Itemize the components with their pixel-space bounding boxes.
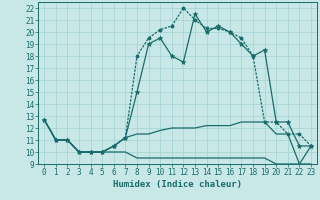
X-axis label: Humidex (Indice chaleur): Humidex (Indice chaleur) [113, 180, 242, 189]
